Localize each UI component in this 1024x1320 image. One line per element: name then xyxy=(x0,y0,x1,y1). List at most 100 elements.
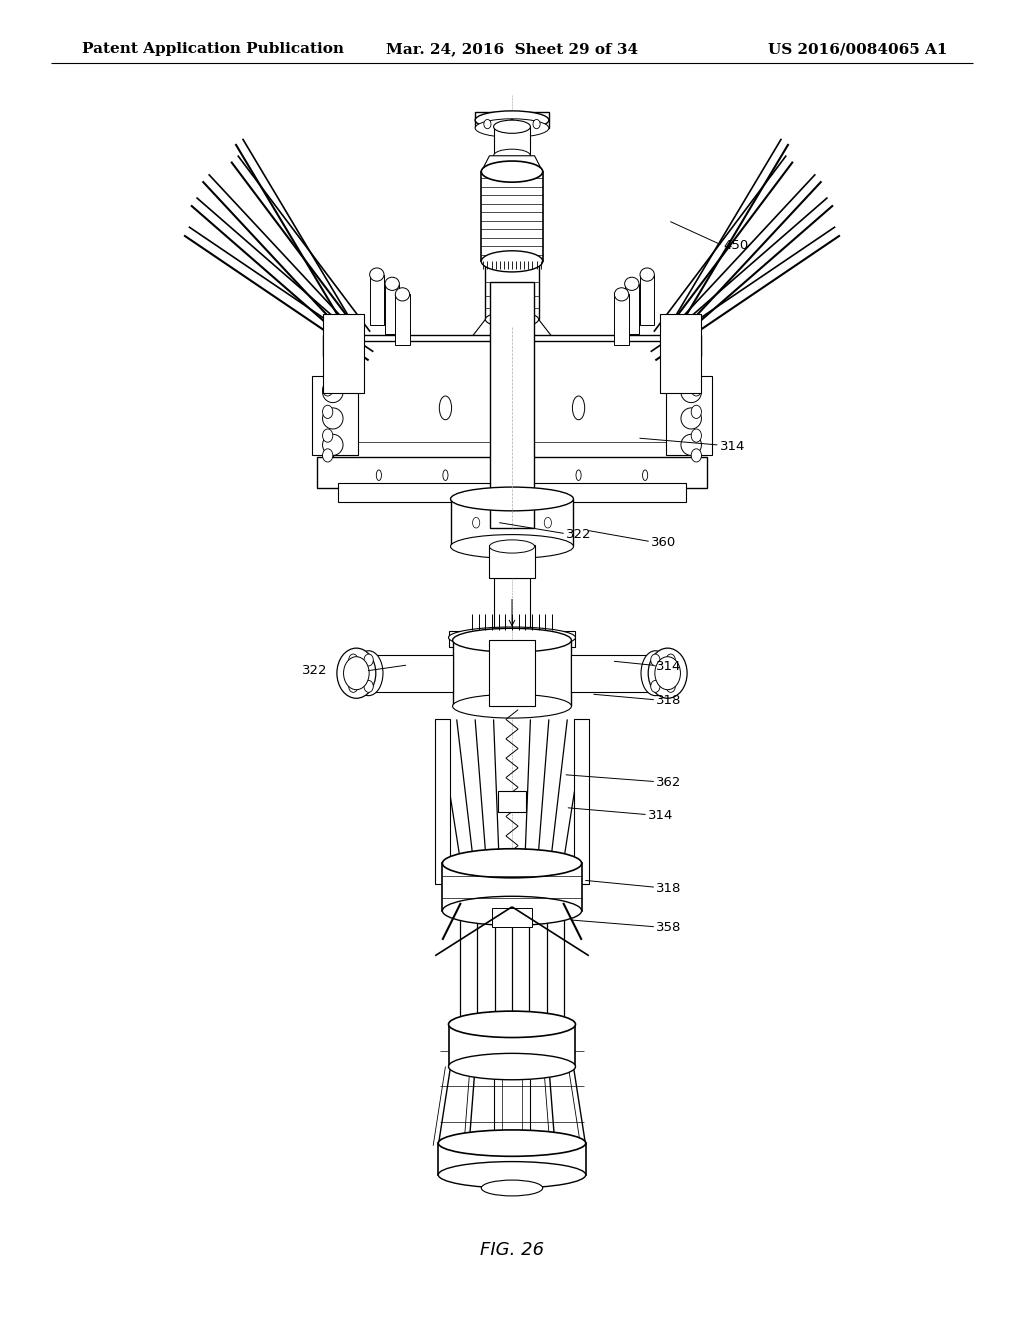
Text: 314: 314 xyxy=(656,660,682,673)
Bar xyxy=(442,863,582,911)
Bar xyxy=(481,172,543,261)
Ellipse shape xyxy=(323,381,343,403)
Ellipse shape xyxy=(528,1154,537,1164)
Ellipse shape xyxy=(648,648,687,698)
Ellipse shape xyxy=(472,517,479,528)
Ellipse shape xyxy=(487,1154,496,1164)
Ellipse shape xyxy=(681,434,701,455)
Bar xyxy=(385,284,399,334)
Bar xyxy=(666,376,712,455)
Ellipse shape xyxy=(481,1180,543,1196)
Ellipse shape xyxy=(442,896,582,925)
Ellipse shape xyxy=(451,535,573,558)
Ellipse shape xyxy=(681,381,701,403)
Ellipse shape xyxy=(449,1011,575,1038)
Ellipse shape xyxy=(449,627,575,648)
Polygon shape xyxy=(469,319,555,341)
Bar xyxy=(492,908,532,927)
Polygon shape xyxy=(481,156,543,172)
Bar xyxy=(640,275,654,325)
Ellipse shape xyxy=(475,111,549,129)
Bar xyxy=(370,275,384,325)
Ellipse shape xyxy=(691,449,701,462)
Bar xyxy=(494,578,530,649)
Text: FIG. 26: FIG. 26 xyxy=(480,1241,544,1259)
Ellipse shape xyxy=(691,383,701,396)
Bar xyxy=(571,655,655,692)
Ellipse shape xyxy=(385,277,399,290)
Bar xyxy=(574,719,589,884)
Ellipse shape xyxy=(323,434,343,455)
Text: 314: 314 xyxy=(720,440,745,453)
Ellipse shape xyxy=(681,408,701,429)
Text: 450: 450 xyxy=(723,239,749,252)
Text: 358: 358 xyxy=(656,921,682,935)
Ellipse shape xyxy=(549,1154,557,1164)
Ellipse shape xyxy=(651,653,659,667)
Ellipse shape xyxy=(506,396,518,420)
Ellipse shape xyxy=(323,405,333,418)
Ellipse shape xyxy=(508,120,515,128)
Ellipse shape xyxy=(640,268,654,281)
Bar xyxy=(323,314,364,393)
Text: 318: 318 xyxy=(656,694,682,708)
Ellipse shape xyxy=(438,1130,586,1156)
Ellipse shape xyxy=(439,396,452,420)
Bar xyxy=(489,640,535,706)
Ellipse shape xyxy=(323,429,333,442)
Bar xyxy=(490,282,534,528)
Ellipse shape xyxy=(449,1053,575,1080)
Text: US 2016/0084065 A1: US 2016/0084065 A1 xyxy=(768,42,947,57)
Ellipse shape xyxy=(343,657,370,689)
Ellipse shape xyxy=(651,681,659,693)
Ellipse shape xyxy=(451,487,573,511)
Ellipse shape xyxy=(370,268,384,281)
Text: 322: 322 xyxy=(302,664,328,677)
Text: 360: 360 xyxy=(651,536,677,549)
Bar xyxy=(494,127,530,156)
Ellipse shape xyxy=(575,470,581,480)
Bar xyxy=(333,341,691,462)
Ellipse shape xyxy=(508,1154,516,1164)
Ellipse shape xyxy=(323,449,333,462)
Text: Mar. 24, 2016  Sheet 29 of 34: Mar. 24, 2016 Sheet 29 of 34 xyxy=(386,42,638,57)
Ellipse shape xyxy=(395,288,410,301)
Ellipse shape xyxy=(489,540,535,553)
Bar xyxy=(449,1024,575,1067)
Ellipse shape xyxy=(337,648,376,698)
Ellipse shape xyxy=(510,470,514,480)
Ellipse shape xyxy=(348,653,358,667)
Ellipse shape xyxy=(438,1162,586,1188)
Ellipse shape xyxy=(365,653,373,667)
Bar xyxy=(395,294,410,345)
Bar xyxy=(485,261,539,319)
Ellipse shape xyxy=(481,161,543,182)
Ellipse shape xyxy=(643,470,647,480)
Ellipse shape xyxy=(667,681,676,693)
Ellipse shape xyxy=(498,296,506,306)
Ellipse shape xyxy=(667,653,676,667)
Text: 318: 318 xyxy=(656,882,682,895)
Ellipse shape xyxy=(691,429,701,442)
Ellipse shape xyxy=(442,470,449,480)
Bar xyxy=(614,294,629,345)
Text: Patent Application Publication: Patent Application Publication xyxy=(82,42,344,57)
Ellipse shape xyxy=(483,120,492,128)
Bar xyxy=(453,640,571,706)
Text: 362: 362 xyxy=(656,776,682,789)
Bar xyxy=(435,719,450,884)
Bar xyxy=(369,655,453,692)
Ellipse shape xyxy=(655,657,680,689)
Ellipse shape xyxy=(625,277,639,290)
Ellipse shape xyxy=(323,408,343,429)
Bar xyxy=(494,1067,530,1159)
Bar xyxy=(449,631,575,647)
Bar xyxy=(489,545,535,578)
Ellipse shape xyxy=(453,694,571,718)
Ellipse shape xyxy=(481,251,543,272)
Text: 314: 314 xyxy=(648,809,674,822)
Ellipse shape xyxy=(494,120,530,133)
Bar xyxy=(438,1143,586,1175)
Ellipse shape xyxy=(508,517,515,528)
Ellipse shape xyxy=(545,517,551,528)
